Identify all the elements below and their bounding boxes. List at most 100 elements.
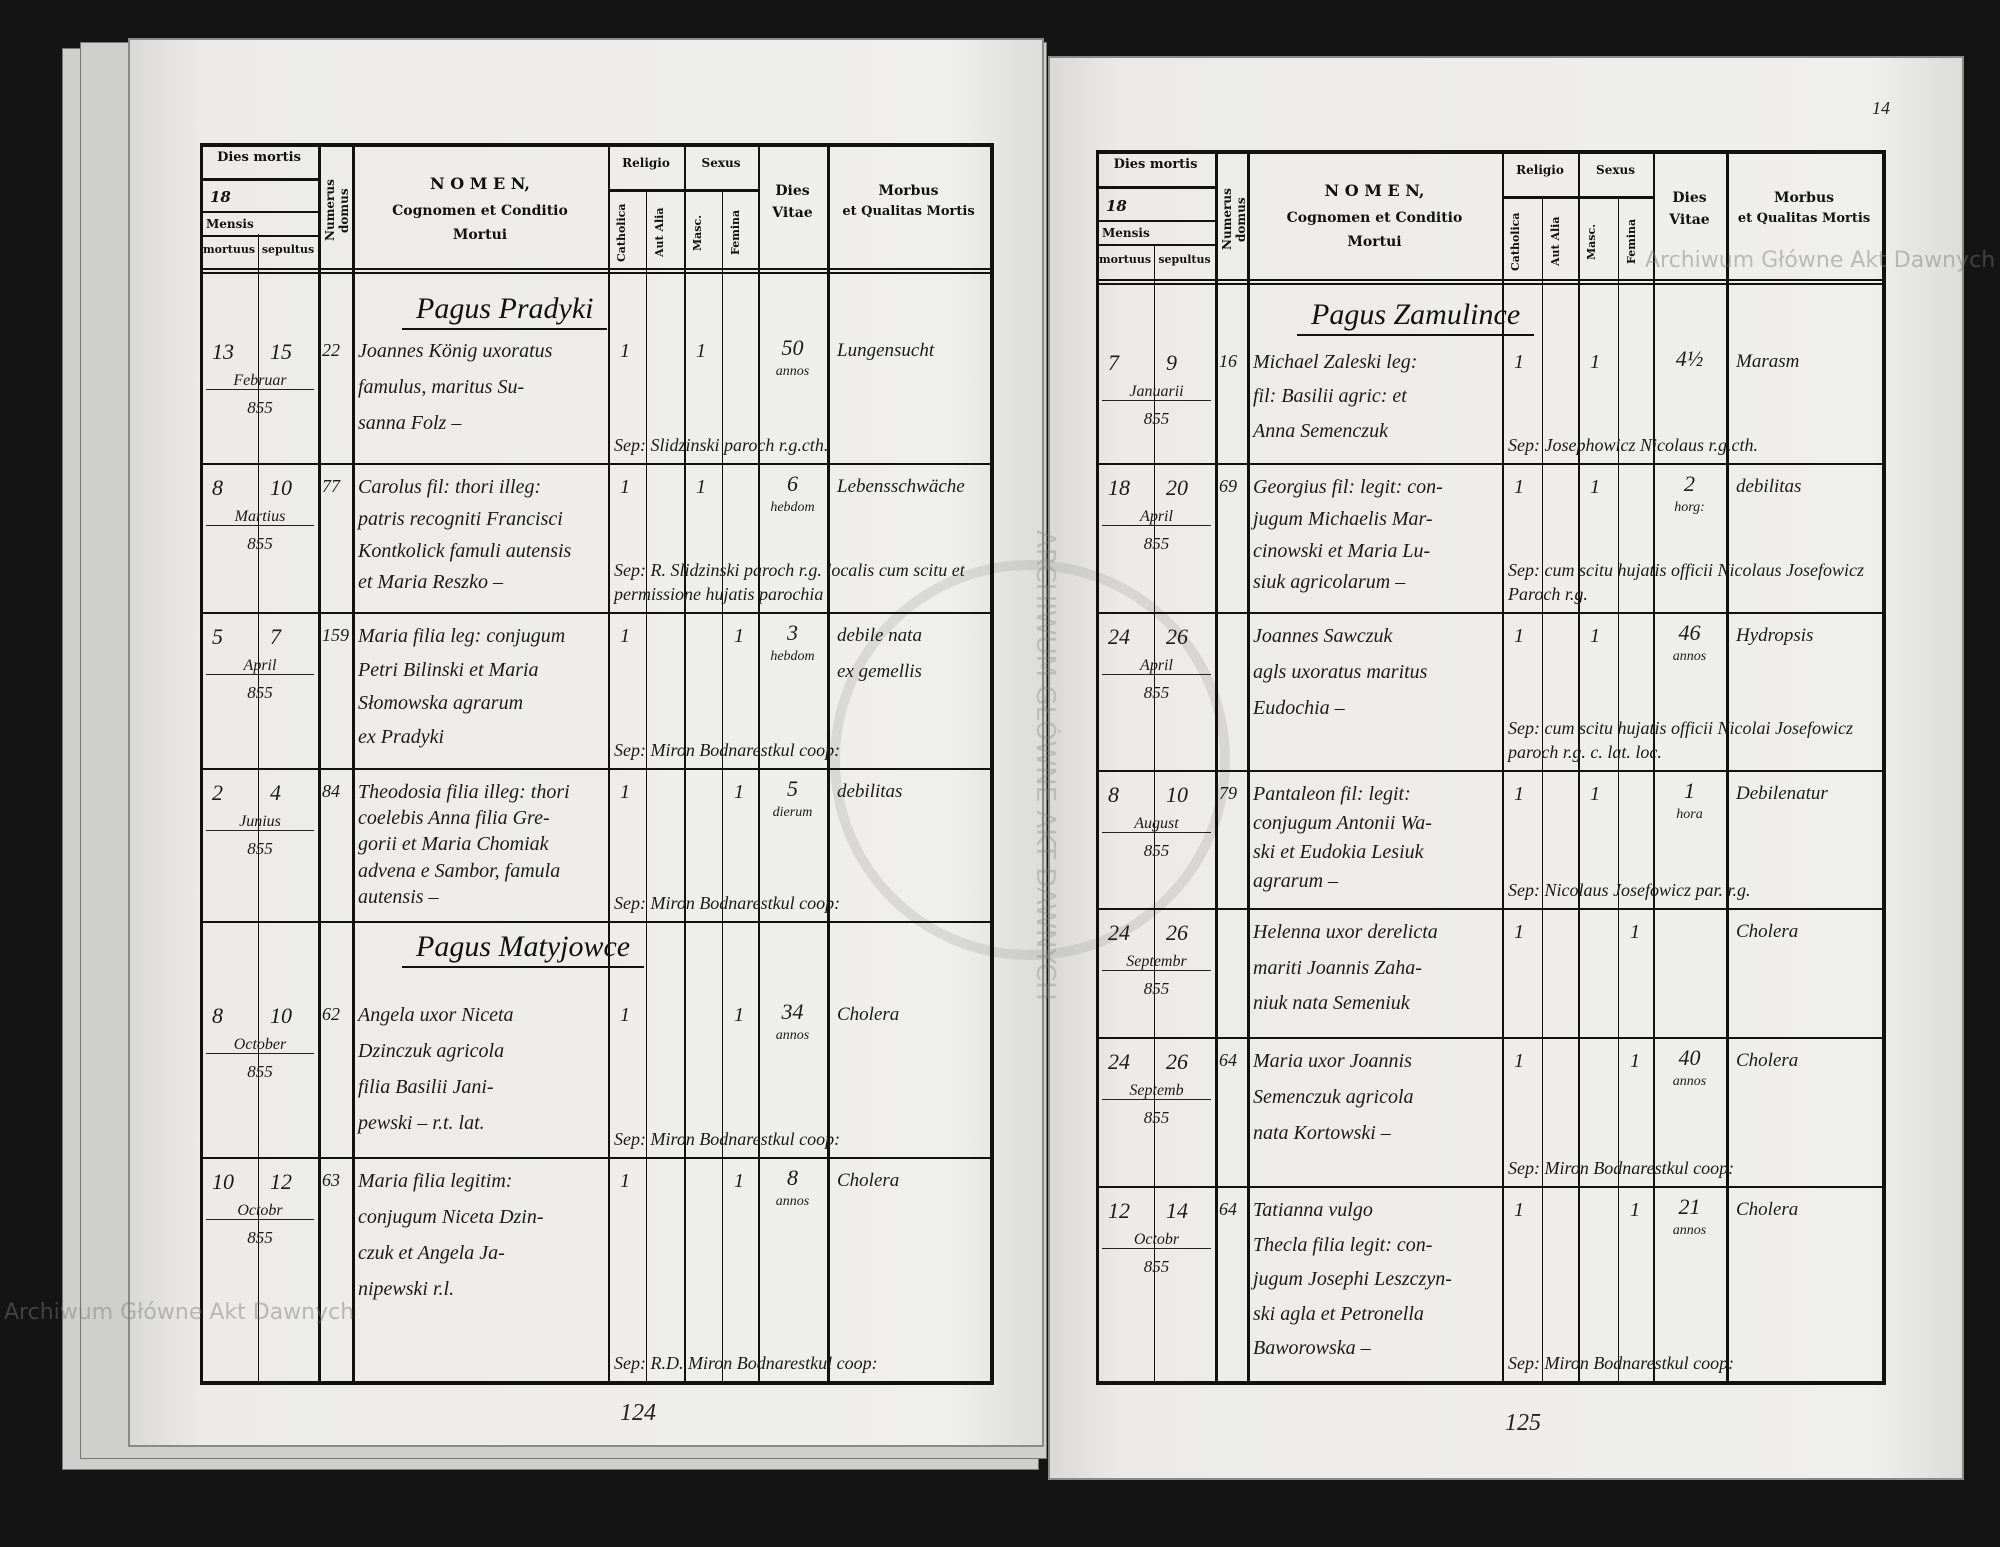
section-heading: Pagus Zamulince [1297, 298, 1535, 336]
header-sepultus: sepultus [261, 242, 315, 256]
header-sepultus: sepultus [1158, 252, 1211, 266]
rule-line [1247, 150, 1250, 1381]
rule-line [1096, 244, 1215, 247]
mark-femina: 1 [734, 1170, 744, 1192]
rule-line [200, 272, 990, 274]
date-sepultus: 10 [270, 1003, 292, 1028]
mark-masc: 1 [1590, 625, 1600, 647]
age-unit: annos [1672, 1074, 1707, 1089]
header-dies-mortis: Dies mortis [217, 150, 301, 165]
mark-masc: 1 [696, 340, 706, 362]
header-dies-vitae: Vitae [772, 205, 813, 221]
rule-line [608, 143, 610, 1381]
date-month: Januarii [1102, 384, 1211, 401]
name-line: siuk agricolarum – [1253, 571, 1406, 594]
age-unit: horg: [1674, 500, 1705, 515]
house-number: 16 [1219, 351, 1237, 371]
name-line: famulus, maritus Su- [358, 376, 525, 398]
archive-seal-stamp [830, 560, 1230, 960]
date-mortuus: 8 [212, 475, 223, 500]
name-line: nata Kortowski – [1253, 1122, 1391, 1144]
date-year: 855 [1143, 683, 1170, 702]
mark-masc: 1 [1590, 351, 1600, 373]
date-month: August [1102, 816, 1211, 833]
mark-masc: 1 [1590, 783, 1600, 805]
name-line: Dzinczuk agricola [358, 1040, 505, 1062]
header-masc: Masc. [691, 214, 704, 251]
rule-line [1096, 463, 1882, 465]
cause-of-death: Hydropsis [1736, 625, 1814, 646]
age-unit: dierum [772, 805, 813, 820]
house-number: 64 [1219, 1199, 1237, 1219]
header-numerus-domus: Numerus domus [1220, 188, 1248, 251]
name-line: mariti Joannis Zaha- [1253, 956, 1422, 979]
mark-femina: 1 [1630, 921, 1640, 943]
rule-line [200, 268, 990, 270]
header-sexus: Sexus [1596, 163, 1635, 177]
age-value: 1 [1684, 778, 1695, 803]
date-mortuus: 12 [1108, 1198, 1130, 1223]
header-catholica: Catholica [1509, 212, 1522, 271]
age-value: 8 [787, 1165, 798, 1190]
house-number: 84 [322, 781, 340, 801]
date-sepultus: 26 [1166, 1049, 1188, 1074]
name-line: conjugum Antonii Wa- [1253, 812, 1432, 834]
date-year: 855 [247, 1062, 273, 1081]
mark-catholica: 1 [620, 1170, 630, 1192]
mark-catholica: 1 [620, 781, 630, 803]
burial-note: Sep: R. Slidzinski paroch r.g. localis c… [614, 560, 965, 604]
name-line: Kontkolick famuli autensis [358, 539, 572, 562]
name-line: Angela uxor Niceta [358, 1004, 514, 1026]
age-value: 2 [1684, 471, 1695, 496]
header-qualitas-mortis: et Qualitas Mortis [842, 204, 975, 219]
date-mortuus: 24 [1108, 920, 1130, 945]
name-line: Maria uxor Joannis [1253, 1050, 1412, 1072]
name-line: Georgius fil: legit: con- [1253, 476, 1443, 498]
name-line: coelebis Anna filia Gre- [358, 807, 550, 830]
date-year: 855 [247, 1228, 273, 1247]
date-year: 855 [247, 398, 273, 417]
rule-line [200, 612, 990, 614]
page-number: 124 [620, 1400, 656, 1426]
rule-line [722, 191, 723, 1381]
rule-line [1096, 150, 1099, 1381]
rule-line [1502, 150, 1504, 1381]
age-value: 5 [787, 776, 798, 801]
name-line: Michael Zaleski leg: [1253, 351, 1418, 373]
header-dies-vitae: Dies [1672, 190, 1707, 206]
header-religio: Religio [622, 156, 670, 170]
age-value: 4½ [1675, 346, 1704, 371]
name-line: ski et Eudokia Lesiuk [1253, 841, 1424, 863]
date-year: 855 [1143, 841, 1170, 860]
date-year: 855 [1143, 534, 1170, 553]
date-year: 855 [1143, 1108, 1170, 1127]
header-nomen-sub2: Mortui [452, 227, 508, 243]
name-line: jugum Josephi Leszczyn- [1253, 1268, 1452, 1291]
mark-catholica: 1 [1514, 1199, 1524, 1221]
watermark-text: Archiwum Główne Akt Dawnych [1645, 248, 1996, 273]
date-year: 855 [247, 839, 273, 858]
rule-line [608, 189, 684, 192]
date-sepultus: 26 [1166, 624, 1188, 649]
name-line: patris recogniti Francisci [358, 507, 563, 530]
house-number: 69 [1219, 476, 1237, 496]
date-month: April [1102, 658, 1211, 675]
mark-catholica: 1 [1514, 1050, 1524, 1072]
burial-note: Sep: Miron Bodnarestkul coop: [1508, 1352, 1735, 1373]
date-year: 855 [247, 534, 273, 553]
seal-text: ARCHIWUM GŁÓWNE AKT DAWNYCH [1030, 530, 1060, 1001]
section-heading: Pagus Matyjowce [402, 930, 645, 968]
name-line: autensis – [358, 885, 439, 908]
rule-line [1096, 770, 1882, 772]
header-nomen: N O M E N, [1324, 181, 1425, 200]
header-mensis: Mensis [1102, 226, 1150, 241]
rule-line [1215, 150, 1218, 1381]
date-month: April [206, 658, 314, 675]
rule-line [318, 143, 321, 1381]
rule-line [200, 211, 318, 214]
name-line: filia Basilii Jani- [358, 1076, 494, 1098]
name-line: Thecla filia legit: con- [1253, 1233, 1433, 1256]
header-dies-vitae: Dies [775, 183, 810, 199]
rule-line [1726, 150, 1729, 1381]
cause-of-death: Cholera [837, 1170, 900, 1191]
